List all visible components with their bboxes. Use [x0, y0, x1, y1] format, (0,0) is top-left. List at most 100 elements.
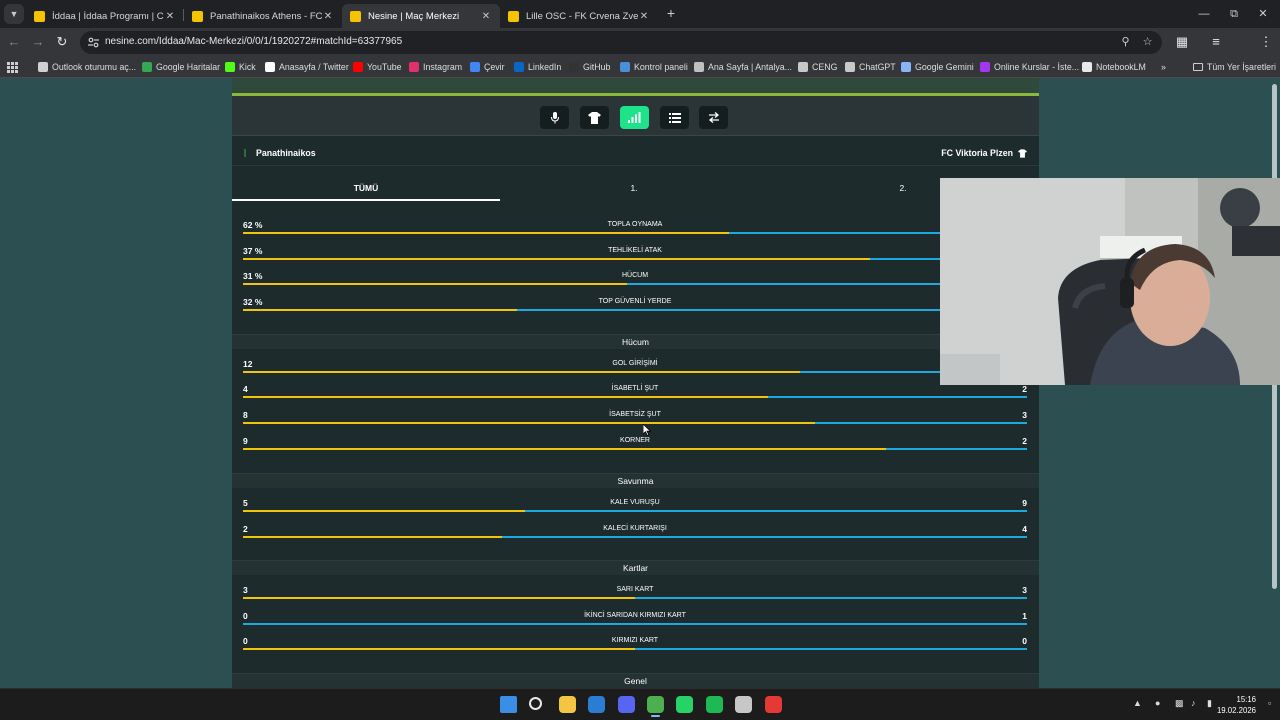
bookmark-item[interactable]: YouTube: [353, 60, 402, 74]
notifications-icon[interactable]: ▫: [1268, 698, 1272, 708]
zoom-icon[interactable]: ⚲: [1121, 36, 1130, 48]
file-explorer-icon[interactable]: [559, 696, 576, 713]
tab-search-button[interactable]: ▼: [4, 4, 24, 24]
stat-label: HÜCUM: [621, 272, 649, 279]
tab-all[interactable]: TÜMÜ: [353, 183, 379, 193]
stat-row: 8 İSABETSİZ ŞUT 3: [243, 410, 1027, 424]
statistics-button[interactable]: [620, 106, 649, 129]
bookmarks-bar: Outlook oturumu aç... Google Haritalar Kic…: [0, 56, 1280, 78]
bookmark-item[interactable]: Çevir: [470, 60, 505, 74]
tab-close-icon[interactable]: ✕: [323, 10, 333, 22]
away-stat-value: 2: [1022, 436, 1027, 446]
forward-button[interactable]: →: [31, 34, 45, 49]
chrome-menu-icon[interactable]: ⋮: [1259, 34, 1273, 49]
whatsapp-icon[interactable]: [676, 696, 693, 713]
clock-time: 15:16: [1236, 695, 1256, 704]
home-team-name: Panathinaikos: [256, 148, 316, 158]
bookmark-item[interactable]: NotebookLM: [1082, 60, 1146, 74]
bookmark-item[interactable]: Online Kurslar - İste...: [980, 60, 1079, 74]
address-bar[interactable]: nesine.com/Iddaa/Mac-Merkezi/0/0/1/19202…: [80, 31, 1162, 54]
bookmark-favicon-icon: [620, 62, 630, 72]
new-tab-button[interactable]: +: [666, 5, 676, 21]
extensions-icon[interactable]: ▦: [1175, 34, 1189, 49]
browser-tab[interactable]: Nesine | Maç Merkezi ✕: [342, 4, 500, 28]
tab-close-icon[interactable]: ✕: [639, 10, 649, 22]
bookmark-label: CENG: [812, 62, 838, 72]
outlook-icon[interactable]: [588, 696, 605, 713]
commentary-button[interactable]: [540, 106, 569, 129]
network-icon[interactable]: ▩: [1175, 698, 1184, 708]
bookmark-favicon-icon: [1082, 62, 1092, 72]
all-bookmarks-button[interactable]: Tüm Yer İşaretleri: [1193, 60, 1276, 74]
tab-first-half[interactable]: 1.: [630, 183, 638, 193]
bookmark-label: Anasayfa / Twitter: [279, 62, 349, 72]
chrome-icon[interactable]: [647, 696, 664, 717]
events-list-button[interactable]: [660, 106, 689, 129]
media-control-icon[interactable]: ≡: [1212, 34, 1220, 49]
home-bar-fill: [243, 510, 525, 512]
restore-button[interactable]: ⧉: [1230, 8, 1238, 20]
spotify-icon[interactable]: [706, 696, 723, 713]
tab-separator: [183, 9, 184, 21]
home-color-indicator: [244, 149, 246, 157]
lineup-button[interactable]: [580, 106, 609, 129]
swap-icon: [708, 112, 719, 123]
stat-row: 2 KALECİ KURTARIŞI 4: [243, 524, 1027, 538]
tray-overflow-icon[interactable]: ▲: [1133, 698, 1142, 708]
windows-start-icon[interactable]: [500, 696, 517, 713]
back-button[interactable]: ←: [7, 34, 21, 49]
home-bar-fill: [243, 232, 729, 234]
url-text[interactable]: nesine.com/Iddaa/Mac-Merkezi/0/0/1/19202…: [105, 36, 403, 47]
browser-tab[interactable]: İddaa | İddaa Programı | Canlı İddaa✕: [26, 4, 184, 28]
bookmarks-overflow-button[interactable]: »: [1161, 62, 1166, 72]
steam-icon[interactable]: [735, 696, 752, 713]
browser-tab[interactable]: Lille OSC - FK Crvena Zvezda Beograd✕: [500, 4, 658, 28]
search-icon[interactable]: [529, 697, 542, 710]
microphone-tray-icon[interactable]: ●: [1155, 698, 1161, 708]
tab-close-icon[interactable]: ✕: [481, 10, 491, 22]
bookmark-item[interactable]: CENG: [798, 60, 837, 74]
site-info-icon[interactable]: [87, 36, 100, 49]
anydesk-icon[interactable]: [765, 696, 782, 713]
close-window-button[interactable]: ✕: [1258, 8, 1268, 20]
tab-second-half[interactable]: 2.: [899, 183, 907, 193]
away-jersey-icon: [1018, 148, 1027, 158]
bookmark-label: Google Gemini: [915, 62, 974, 72]
tab-title: Nesine | Maç Merkezi: [368, 10, 460, 22]
bookmark-item[interactable]: Kick: [225, 60, 256, 74]
bookmark-item[interactable]: Google Haritalar: [142, 60, 220, 74]
head-to-head-button[interactable]: [699, 106, 728, 129]
tab-bar: ▼ İddaa | İddaa Programı | Canlı İddaa✕P…: [0, 0, 1280, 28]
browser-tab[interactable]: Panathinaikos Athens - FC Viktoria Plzen…: [184, 4, 342, 28]
stat-label: İSABETLİ ŞUT: [611, 385, 659, 392]
bookmark-item[interactable]: LinkedIn: [514, 60, 561, 74]
bookmark-item[interactable]: Outlook oturumu aç...: [38, 60, 136, 74]
battery-icon[interactable]: ▮: [1207, 698, 1212, 708]
tab-close-icon[interactable]: ✕: [165, 10, 175, 22]
microphone-icon: [550, 111, 559, 123]
home-bar-fill: [243, 448, 886, 450]
home-stat-value: 62 %: [243, 220, 263, 230]
away-bar-fill: [635, 648, 1027, 650]
bookmark-item[interactable]: Anasayfa / Twitter: [265, 60, 349, 74]
bookmark-item[interactable]: Instagram: [409, 60, 462, 74]
bookmark-item[interactable]: GitHub: [569, 60, 610, 74]
bookmark-item[interactable]: Google Gemini: [901, 60, 974, 74]
away-team-name: FC Viktoria Plzen: [941, 148, 1013, 158]
bookmark-item[interactable]: ChatGPT: [845, 60, 896, 74]
stat-row: 0 İKİNCİ SARIDAN KIRMIZI KART 1: [243, 611, 1027, 625]
bookmark-favicon-icon: [980, 62, 990, 72]
reload-button[interactable]: ↻: [56, 34, 68, 49]
bookmark-item[interactable]: Ana Sayfa | Antalya...: [694, 60, 792, 74]
system-clock[interactable]: 15:16 19.02.2026: [1217, 694, 1256, 716]
stat-bar: [243, 536, 1027, 538]
bookmark-item[interactable]: Kontrol paneli: [620, 60, 688, 74]
apps-grid-icon[interactable]: [7, 60, 18, 74]
webcam-feed-image: [940, 178, 1280, 385]
bookmark-favicon-icon: [265, 62, 275, 72]
discord-icon[interactable]: [618, 696, 635, 713]
home-bar-fill: [243, 283, 627, 285]
volume-icon[interactable]: ♪: [1191, 698, 1196, 708]
bookmark-star-icon[interactable]: ☆: [1142, 36, 1153, 48]
minimize-button[interactable]: —: [1198, 8, 1210, 20]
